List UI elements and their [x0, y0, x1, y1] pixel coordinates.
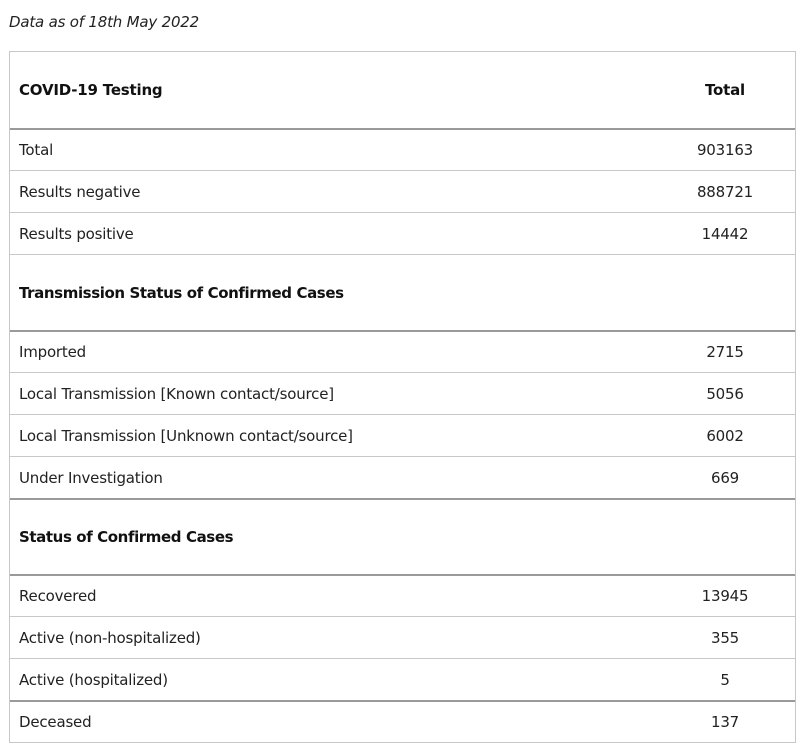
row-label: Total: [19, 141, 54, 159]
table-row: Active (hospitalized) 5: [10, 658, 795, 700]
row-label: Results negative: [19, 182, 141, 201]
section-title: Transmission Status of Confirmed Cases: [19, 283, 344, 302]
header-label-covid-testing: COVID-19 Testing: [19, 81, 163, 99]
row-value: 14442: [701, 224, 749, 243]
row-label: Active (non-hospitalized): [19, 628, 201, 647]
section-title: Status of Confirmed Cases: [19, 528, 234, 546]
table-row: Local Transmission [Unknown contact/sour…: [10, 414, 795, 456]
table-row: Results positive 14442: [10, 212, 795, 254]
table-row: Recovered 13945: [10, 574, 795, 616]
row-label: Under Investigation: [19, 468, 163, 487]
row-value: 137: [710, 713, 740, 731]
table-row: Total 903163: [10, 128, 795, 170]
table-row: Under Investigation 669: [10, 456, 795, 498]
table-row: Imported 2715: [10, 330, 795, 372]
row-label: Deceased: [19, 713, 92, 731]
row-value: 5: [720, 670, 730, 689]
section-heading-transmission: Transmission Status of Confirmed Cases: [10, 254, 795, 330]
row-value: 2715: [706, 343, 744, 361]
row-value: 6002: [706, 426, 744, 445]
row-label: Recovered: [19, 587, 97, 605]
row-value: 5056: [706, 384, 744, 403]
section-heading-status: Status of Confirmed Cases: [10, 498, 795, 574]
row-label: Imported: [19, 343, 86, 361]
row-label: Results positive: [19, 224, 134, 243]
table-row: Local Transmission [Known contact/source…: [10, 372, 795, 414]
row-value: 669: [710, 468, 740, 487]
table-header-row: COVID-19 Testing Total: [10, 52, 795, 128]
row-label: Local Transmission [Known contact/source…: [19, 384, 334, 403]
data-date-caption: Data as of 18th May 2022: [9, 13, 199, 31]
row-label: Local Transmission [Unknown contact/sour…: [19, 426, 353, 445]
row-value: 888721: [696, 182, 754, 201]
header-label-total: Total: [705, 81, 745, 99]
row-value: 355: [710, 628, 740, 647]
row-label: Active (hospitalized): [19, 670, 168, 689]
table-row: Results negative 888721: [10, 170, 795, 212]
table-row: Deceased 137: [10, 700, 795, 742]
table-row: Active (non-hospitalized) 355: [10, 616, 795, 658]
row-value: 903163: [696, 141, 754, 159]
covid-stats-table: COVID-19 Testing Total Total 903163 Resu…: [9, 51, 796, 743]
row-value: 13945: [701, 587, 749, 605]
